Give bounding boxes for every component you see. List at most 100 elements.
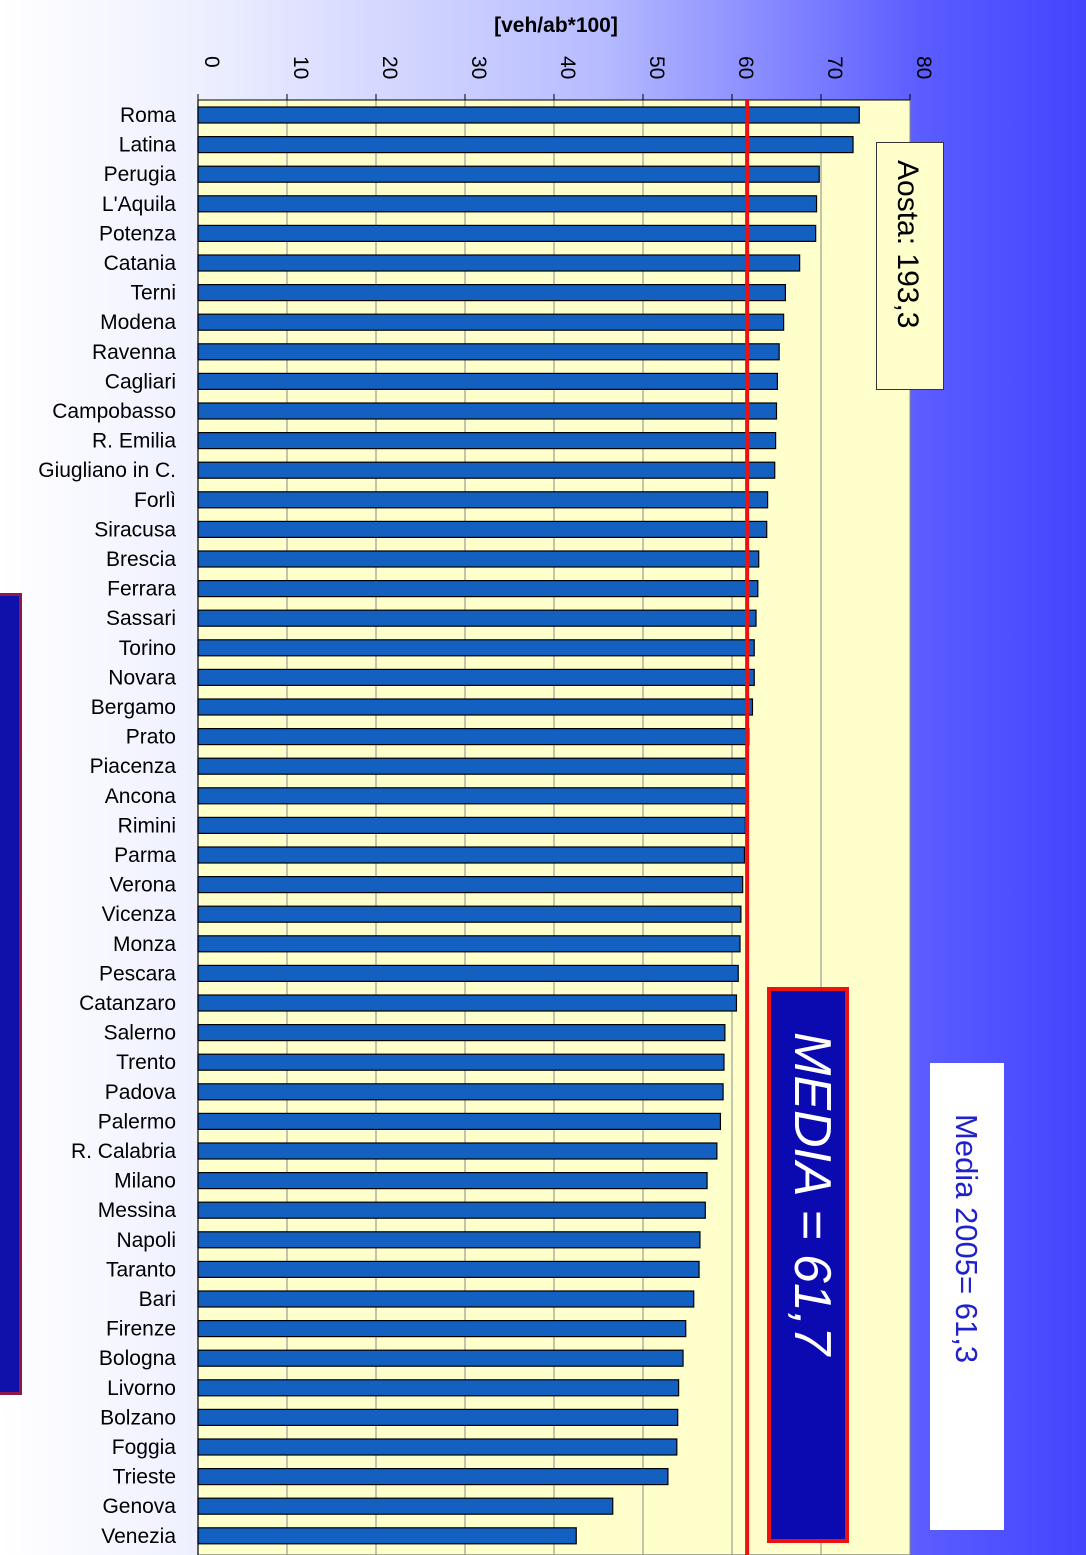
bar (197, 254, 801, 272)
tick-label: 70 (823, 56, 846, 79)
category-label: Bergamo (91, 696, 176, 719)
tick-label: 60 (734, 56, 757, 79)
category-label: Modena (100, 311, 176, 334)
bar (197, 550, 760, 568)
bar (197, 224, 817, 242)
category-label: L'Aquila (102, 193, 176, 216)
bar (197, 1467, 669, 1486)
bar (197, 343, 780, 361)
bar (197, 1112, 722, 1131)
category-label: Firenze (106, 1318, 176, 1341)
bar (197, 639, 755, 657)
category-label: Napoli (116, 1229, 176, 1252)
bar (197, 313, 785, 331)
category-label: Potenza (99, 222, 176, 245)
bar (197, 402, 778, 420)
category-label: Monza (113, 933, 176, 956)
bar (197, 905, 742, 923)
category-label: Palermo (98, 1110, 176, 1133)
bar (197, 1349, 684, 1367)
bar (197, 1408, 679, 1427)
bar (197, 875, 744, 894)
bar (197, 787, 747, 805)
tick-label: 0 (200, 56, 223, 68)
bar (197, 136, 854, 154)
category-label: Salerno (104, 1022, 176, 1045)
category-label: Genova (102, 1495, 176, 1518)
bar (197, 165, 820, 183)
category-label: Catanzaro (79, 992, 176, 1015)
bar (197, 284, 787, 302)
category-label: R. Calabria (71, 1140, 176, 1163)
category-label: Bolzano (100, 1406, 176, 1429)
bar (197, 1023, 726, 1042)
category-label: Ancona (105, 785, 177, 808)
tick-label: 50 (645, 56, 668, 79)
category-label: Trieste (113, 1466, 176, 1489)
category-label: Parma (114, 844, 176, 867)
category-label: Campobasso (52, 400, 176, 423)
bar (197, 461, 776, 479)
bar (197, 668, 755, 687)
bars (197, 106, 860, 1545)
category-label: Sassari (106, 607, 176, 630)
category-labels: Roma Latina Perugia L'Aquila Potenza Catania T… (38, 104, 176, 1548)
tick-label: 40 (556, 56, 579, 79)
category-label: Verona (109, 874, 176, 897)
category-label: Pescara (99, 962, 176, 985)
category-label: Ravenna (92, 341, 176, 364)
x-axis-ticks: 0 10 20 30 40 50 60 70 80 (197, 56, 935, 101)
category-label: Brescia (106, 548, 176, 571)
category-label: Milano (114, 1170, 176, 1193)
side-panel (0, 593, 22, 1395)
category-label: Ferrara (107, 578, 176, 601)
category-label: Roma (120, 104, 176, 127)
tick-label: 80 (912, 56, 935, 79)
category-label: Taranto (106, 1258, 176, 1281)
bar (197, 994, 738, 1012)
bar (197, 491, 769, 509)
bar (197, 846, 746, 864)
bar (197, 579, 759, 598)
bar (197, 520, 768, 539)
category-label: Livorno (107, 1377, 176, 1400)
bar (197, 1319, 687, 1338)
category-label: Perugia (104, 163, 177, 186)
category-label: Padova (105, 1081, 177, 1104)
bar (197, 1142, 718, 1160)
media-callout (767, 987, 849, 1543)
bar (197, 1290, 695, 1308)
category-label: Bari (139, 1288, 176, 1311)
bar (197, 935, 741, 953)
x-axis-title: [veh/ab*100] (494, 14, 618, 37)
bar (197, 1053, 725, 1071)
category-label: Latina (119, 134, 177, 157)
bar (197, 698, 754, 716)
media-callout-text: MEDIA = 61,7 (783, 1032, 841, 1356)
media2005-callout-text: Media 2005= 61,3 (949, 1114, 984, 1364)
category-label: Bologna (99, 1347, 176, 1370)
bar (197, 1497, 614, 1515)
category-label: Venezia (101, 1525, 176, 1548)
category-label: Siracusa (94, 518, 176, 541)
aosta-callout (876, 142, 944, 390)
bar (197, 757, 748, 775)
category-label: Trento (116, 1051, 176, 1074)
category-label: Vicenza (102, 903, 177, 926)
bar (197, 106, 860, 124)
media2005-callout (930, 1063, 1004, 1530)
category-label: Catania (104, 252, 177, 275)
bar (197, 1438, 678, 1456)
category-label: R. Emilia (92, 430, 176, 453)
bar (197, 1260, 700, 1279)
bar (197, 372, 778, 390)
category-label: Forlì (134, 489, 176, 512)
bar (197, 1171, 708, 1190)
category-label: Foggia (112, 1436, 177, 1459)
category-label: Torino (119, 637, 176, 660)
category-label: Cagliari (105, 370, 176, 393)
bar (197, 964, 739, 983)
bar (197, 432, 777, 450)
tick-label: 20 (378, 56, 401, 79)
